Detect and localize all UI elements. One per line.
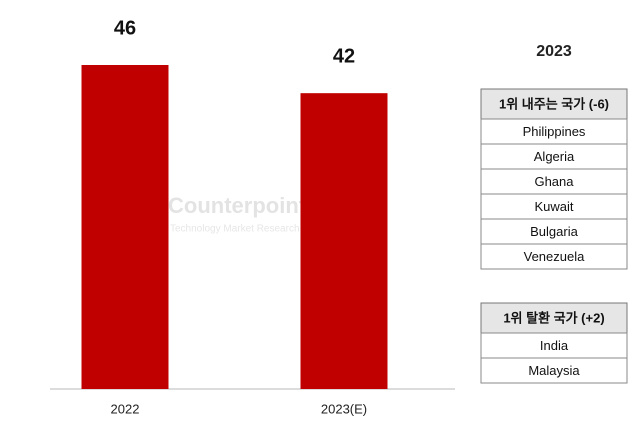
table-row: India — [540, 338, 569, 353]
table-row: Philippines — [523, 124, 586, 139]
table-header: 1위 내주는 국가 (-6) — [499, 96, 609, 111]
table-cell — [480, 218, 628, 245]
table-row: Ghana — [534, 174, 574, 189]
table-header-cell — [480, 302, 628, 334]
x-tick-label: 2022 — [111, 401, 140, 416]
table-header-cell — [480, 88, 628, 120]
value-label: 46 — [114, 17, 136, 39]
table-row: Malaysia — [528, 363, 580, 378]
table-cell — [480, 357, 628, 384]
table-row: Kuwait — [534, 199, 573, 214]
table-cell — [480, 118, 628, 145]
x-tick-label: 2023(E) — [321, 401, 367, 416]
panel-title: 2023 — [536, 43, 572, 60]
table-cell — [480, 143, 628, 170]
watermark-brand: Counterpoint — [168, 193, 307, 218]
table-cell — [480, 243, 628, 270]
bar — [300, 93, 388, 389]
table-row: Bulgaria — [530, 224, 578, 239]
table-row: Venezuela — [524, 249, 585, 264]
table-header: 1위 탈환 국가 (+2) — [503, 310, 604, 325]
bar — [81, 65, 169, 389]
table-cell — [480, 193, 628, 220]
watermark-tagline: Technology Market Research — [170, 224, 300, 235]
table-row: Algeria — [534, 149, 575, 164]
value-label: 42 — [333, 45, 355, 67]
